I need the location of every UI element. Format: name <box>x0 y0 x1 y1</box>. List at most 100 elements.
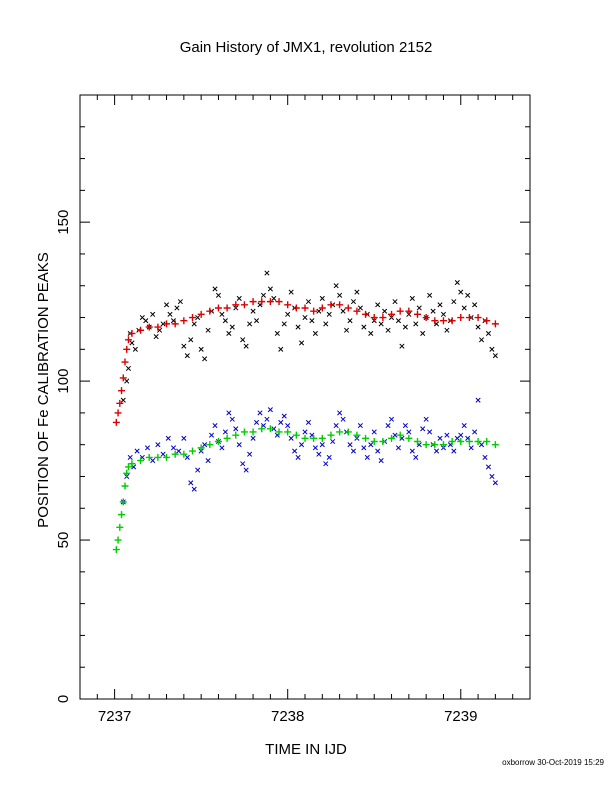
data-point <box>454 280 460 286</box>
data-point <box>243 467 249 473</box>
data-point <box>150 311 156 317</box>
data-point <box>468 445 474 451</box>
data-point <box>361 445 367 451</box>
data-point <box>361 324 367 330</box>
data-point <box>350 448 357 454</box>
data-point <box>284 428 292 436</box>
data-point <box>375 448 381 454</box>
data-point <box>236 295 242 302</box>
data-point <box>330 438 336 445</box>
data-point <box>474 314 482 322</box>
data-point <box>223 434 231 442</box>
data-point <box>132 346 138 352</box>
data-point <box>295 324 301 330</box>
data-point <box>229 324 235 330</box>
data-point <box>431 441 439 449</box>
data-point <box>264 416 270 422</box>
data-point <box>253 318 260 324</box>
data-point <box>266 425 274 433</box>
data-point <box>240 461 246 467</box>
series-2 <box>120 397 498 505</box>
data-point <box>337 292 343 298</box>
data-point <box>368 442 374 448</box>
data-point <box>491 441 499 449</box>
data-point <box>274 330 280 336</box>
data-point <box>489 473 495 480</box>
data-point <box>167 311 173 317</box>
data-point <box>347 442 353 448</box>
data-point <box>145 323 153 331</box>
data-point <box>465 314 473 322</box>
data-point <box>284 301 292 309</box>
data-point <box>250 435 256 441</box>
data-point <box>305 419 312 425</box>
data-point <box>395 445 402 451</box>
x-tick-label: 7237 <box>98 708 131 725</box>
data-point <box>124 336 132 344</box>
data-point <box>437 302 443 308</box>
data-point <box>124 378 130 384</box>
data-point <box>422 441 430 449</box>
data-point <box>414 310 421 318</box>
data-point <box>364 454 370 460</box>
data-point <box>318 434 326 442</box>
data-point <box>344 428 352 436</box>
series-0 <box>120 270 498 403</box>
data-point <box>413 454 419 460</box>
data-point <box>472 302 478 308</box>
x-axis: 7237 7238 7239 <box>79 95 531 725</box>
data-point <box>121 482 129 490</box>
data-point <box>295 454 301 460</box>
data-point <box>260 292 267 298</box>
data-point <box>420 426 426 432</box>
data-point <box>191 486 197 492</box>
data-point <box>120 397 126 403</box>
y-tick-label: 100 <box>55 369 72 394</box>
data-point <box>357 305 363 311</box>
data-point <box>202 356 208 362</box>
data-point <box>112 546 120 554</box>
data-point <box>222 429 228 435</box>
data-point <box>301 304 309 312</box>
data-point <box>249 298 257 306</box>
data-point <box>206 441 214 449</box>
data-point <box>461 423 467 429</box>
data-point <box>327 431 335 439</box>
data-point <box>483 438 491 446</box>
data-point <box>406 429 412 435</box>
data-point <box>202 442 208 448</box>
data-point <box>375 302 381 308</box>
data-point <box>353 431 361 439</box>
data-point <box>465 292 471 298</box>
data-point <box>347 318 353 324</box>
data-point <box>281 321 287 327</box>
data-point <box>392 432 398 438</box>
data-point <box>298 442 305 448</box>
data-point <box>195 314 201 321</box>
data-point <box>292 448 298 454</box>
data-point <box>129 340 135 346</box>
data-point <box>125 365 132 371</box>
y-axis-label: POSITION OF Fe CALIBRATION PEAKS <box>35 252 52 528</box>
data-point <box>474 438 482 446</box>
data-point <box>416 305 422 311</box>
data-point <box>226 410 232 416</box>
data-point <box>189 314 196 322</box>
data-point <box>184 454 190 460</box>
data-point <box>431 317 439 325</box>
data-point <box>247 451 253 457</box>
data-point <box>316 308 322 314</box>
data-point <box>121 358 129 366</box>
data-point <box>206 307 214 315</box>
data-point <box>399 343 405 349</box>
data-point <box>485 330 492 336</box>
data-point <box>205 327 211 333</box>
data-point <box>288 435 294 441</box>
data-point <box>382 308 388 314</box>
data-point <box>354 289 360 295</box>
data-point <box>197 444 205 452</box>
data-point <box>388 434 396 442</box>
data-point <box>475 324 481 330</box>
data-point <box>184 353 190 359</box>
